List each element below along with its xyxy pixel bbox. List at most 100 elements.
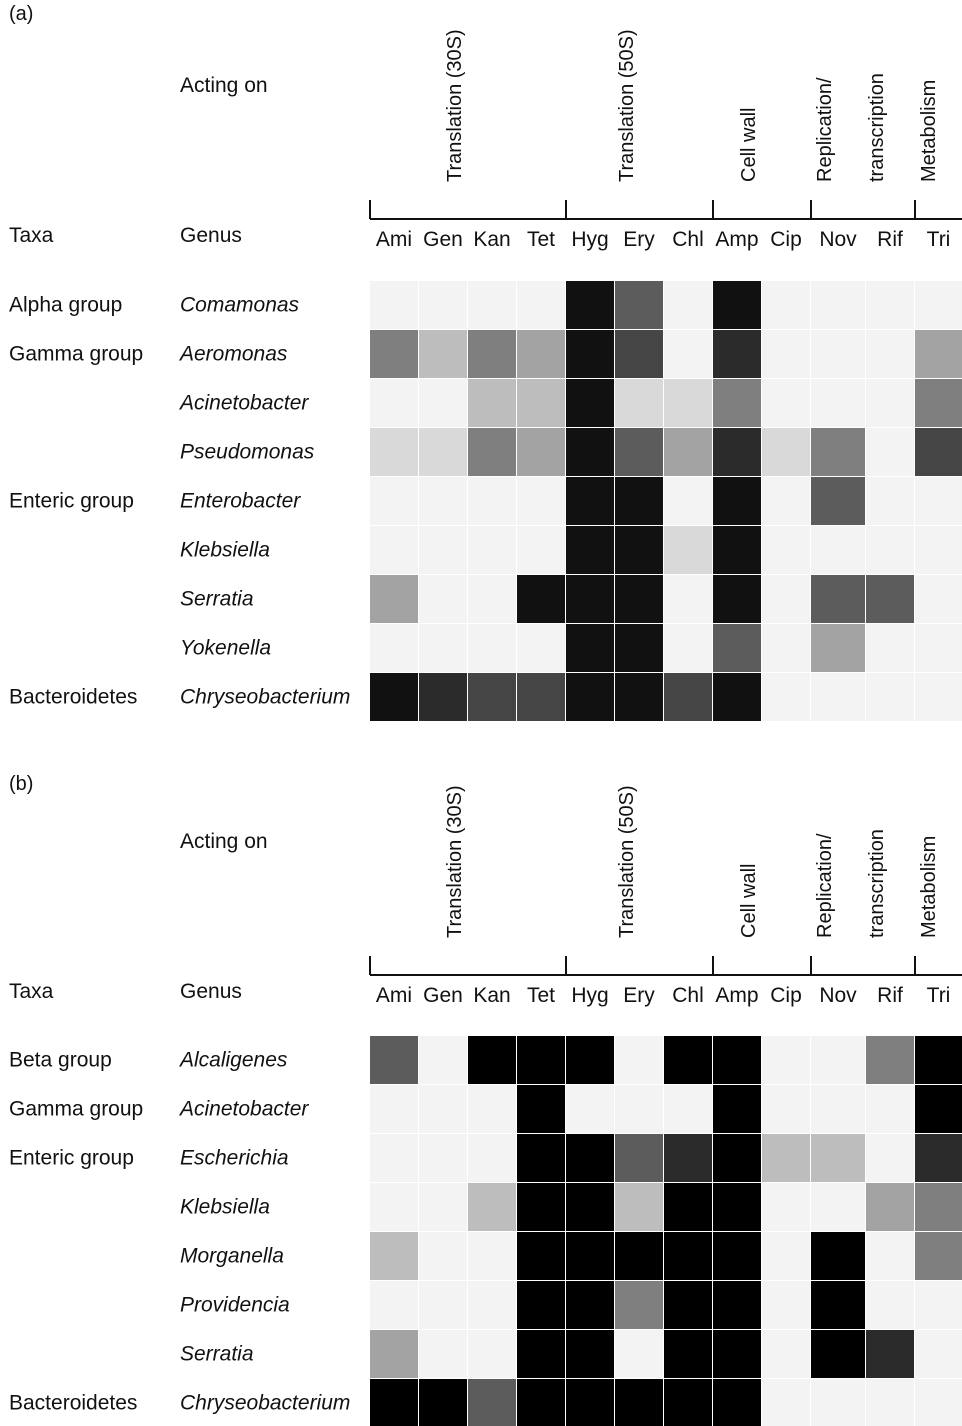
- heatmap-cell: [468, 1134, 516, 1182]
- heatmap-cell: [468, 526, 516, 574]
- heatmap-cell: [615, 526, 663, 574]
- heatmap-cell: [370, 1281, 418, 1329]
- heatmap-cell: [866, 1134, 914, 1182]
- heatmap-cell: [517, 624, 565, 672]
- heatmap-cell: [915, 428, 962, 476]
- heatmap-cell: [866, 1379, 914, 1426]
- heatmap-cell: [517, 1232, 565, 1280]
- category-axis: [369, 956, 962, 976]
- genus-label: Escherichia: [180, 1147, 289, 1170]
- heatmap-cell: [762, 281, 810, 329]
- antibiotic-label: Tet: [527, 228, 555, 251]
- heatmap-cell: [566, 673, 614, 721]
- antibiotic-label: Ami: [376, 228, 412, 251]
- heatmap-cell: [811, 1085, 865, 1133]
- table-row: Klebsiella: [180, 1183, 962, 1231]
- heatmap-cell: [370, 379, 418, 427]
- taxa-label: Beta group: [9, 1049, 112, 1072]
- heatmap-cell: [615, 1379, 663, 1426]
- heatmap-cell: [370, 1036, 418, 1084]
- antibiotic-label: Cip: [770, 984, 802, 1007]
- heatmap-cell: [370, 1330, 418, 1378]
- heatmap-cell: [370, 330, 418, 378]
- antibiotic-label: Hyg: [571, 984, 608, 1007]
- heatmap-cell: [915, 1183, 962, 1231]
- heatmap-cell: [915, 673, 962, 721]
- antibiotic-label: Kan: [473, 228, 510, 251]
- heatmap-cell: [419, 1330, 467, 1378]
- heatmap-cell: [664, 1232, 712, 1280]
- heatmap-cell: [566, 428, 614, 476]
- heatmap-cell: [866, 526, 914, 574]
- heatmap-cell: [517, 1134, 565, 1182]
- heatmap-cell: [866, 1183, 914, 1231]
- heatmap-cell: [762, 1036, 810, 1084]
- heatmap-cell: [713, 477, 761, 525]
- table-row: Providencia: [180, 1281, 962, 1329]
- antibiotic-label: Chl: [672, 984, 704, 1007]
- heatmap-cell: [713, 1330, 761, 1378]
- heatmap-cell: [811, 330, 865, 378]
- heatmap-cell: [811, 575, 865, 623]
- heatmap-cell: [762, 330, 810, 378]
- heatmap-cell: [370, 428, 418, 476]
- heatmap-cell: [664, 624, 712, 672]
- heatmap-cell: [811, 1330, 865, 1378]
- antibiotic-label: Cip: [770, 228, 802, 251]
- heatmap-cell: [762, 1085, 810, 1133]
- category-label: Replication/: [814, 833, 836, 938]
- table-row: Gamma group Acinetobacter: [9, 1085, 962, 1133]
- table-row: Enteric group Escherichia: [9, 1134, 962, 1182]
- heatmap-cell: [762, 1330, 810, 1378]
- antibiotic-label: Amp: [715, 228, 758, 251]
- heatmap-cell: [713, 330, 761, 378]
- heatmap-cell: [566, 1134, 614, 1182]
- heatmap-cell: [566, 1085, 614, 1133]
- table-row: Pseudomonas: [180, 428, 962, 476]
- antibiotic-label: Tri: [927, 984, 951, 1007]
- heatmap-cell: [615, 281, 663, 329]
- heatmap-cell: [615, 1183, 663, 1231]
- heatmap-cell: [762, 428, 810, 476]
- heatmap-cell: [762, 1183, 810, 1231]
- antibiotic-label: Nov: [819, 228, 857, 251]
- genus-label: Chryseobacterium: [180, 1392, 350, 1415]
- antibiotic-label: Tri: [927, 228, 951, 251]
- heatmap-cell: [866, 330, 914, 378]
- genus-label: Klebsiella: [180, 539, 270, 562]
- heatmap-cell: [762, 624, 810, 672]
- category-label: transcription: [866, 829, 888, 938]
- heatmap-cell: [419, 477, 467, 525]
- heatmap-cell: [664, 1134, 712, 1182]
- taxa-label: Alpha group: [9, 294, 122, 317]
- genus-label: Providencia: [180, 1294, 290, 1317]
- acting-on-label: Acting on: [180, 830, 268, 853]
- table-row: Acinetobacter: [178, 379, 962, 427]
- heatmap-cell: [419, 1036, 467, 1084]
- heatmap-cell: [517, 428, 565, 476]
- heatmap-cell: [566, 1183, 614, 1231]
- taxa-label: Gamma group: [9, 1098, 143, 1121]
- heatmap-cell: [517, 673, 565, 721]
- antibiotic-label: Tet: [527, 984, 555, 1007]
- heatmap-cell: [468, 428, 516, 476]
- heatmap-cell: [811, 1183, 865, 1231]
- heatmap-cell: [713, 1085, 761, 1133]
- heatmap-cell: [615, 428, 663, 476]
- heatmap-cell: [468, 673, 516, 721]
- heatmap-cell: [517, 575, 565, 623]
- taxa-label: Gamma group: [9, 343, 143, 366]
- heatmap-cell: [762, 1134, 810, 1182]
- table-row: Serratia: [180, 1330, 962, 1378]
- heatmap-cell: [370, 673, 418, 721]
- heatmap-cell: [419, 379, 467, 427]
- genus-label: Klebsiella: [180, 1196, 270, 1219]
- genus-label: Acinetobacter: [178, 1098, 309, 1121]
- heatmap-cell: [713, 379, 761, 427]
- heatmap-cell: [915, 379, 962, 427]
- category-label: Translation (50S): [616, 29, 638, 182]
- category-label: Translation (50S): [616, 785, 638, 938]
- heatmap-cell: [419, 330, 467, 378]
- heatmap-cell: [915, 281, 962, 329]
